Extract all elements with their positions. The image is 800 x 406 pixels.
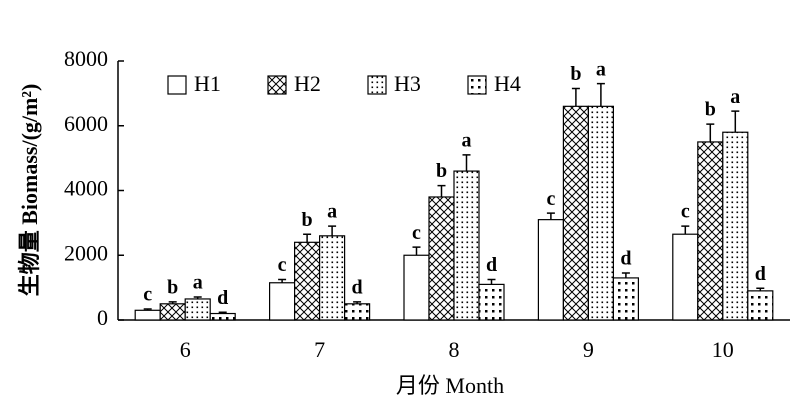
error-bar	[756, 287, 765, 291]
y-tick-label: 2000	[64, 240, 108, 265]
error-bar	[621, 272, 630, 278]
y-axis-title: 生物量 Biomass/(g/m²)	[17, 84, 42, 297]
bar	[403, 254, 430, 321]
bar	[562, 105, 590, 321]
significance-label: c	[412, 222, 421, 244]
error-bar	[546, 212, 555, 220]
significance-label: c	[143, 284, 152, 306]
bar	[428, 196, 455, 321]
x-tick-label: 7	[314, 337, 325, 362]
legend-label: H3	[394, 71, 421, 96]
error-bar	[462, 154, 471, 172]
error-bar	[706, 123, 715, 142]
significance-label: d	[217, 287, 228, 309]
bar	[269, 282, 296, 321]
bar	[537, 219, 565, 321]
x-tick-label: 8	[449, 337, 460, 362]
bar	[294, 241, 321, 321]
significance-label: a	[193, 272, 203, 294]
x-tick-label: 9	[583, 337, 594, 362]
bar	[134, 309, 161, 321]
bar	[747, 290, 774, 321]
significance-label: d	[755, 263, 766, 285]
significance-label: a	[327, 201, 337, 223]
legend-label: H4	[494, 71, 521, 96]
error-bar	[303, 233, 312, 243]
error-bar	[412, 246, 421, 256]
significance-label: b	[570, 63, 581, 85]
x-axis-title: 月份 Month	[396, 373, 504, 398]
bar	[722, 131, 749, 321]
bar	[319, 235, 346, 321]
error-bar	[168, 301, 177, 304]
significance-label: c	[278, 254, 287, 276]
bar	[184, 298, 211, 321]
legend-swatch	[467, 75, 487, 95]
error-bar	[143, 308, 152, 311]
significance-label: a	[596, 58, 606, 80]
significance-label: a	[462, 129, 472, 151]
y-tick-label: 8000	[64, 46, 108, 71]
significance-label: b	[705, 99, 716, 121]
legend-label: H1	[194, 71, 221, 96]
bar	[612, 277, 640, 321]
legend-swatch	[267, 75, 287, 95]
x-tick-label: 6	[180, 337, 191, 362]
legend-swatch	[167, 75, 187, 95]
error-bar	[278, 278, 287, 283]
error-bar	[437, 184, 446, 197]
bar	[453, 170, 480, 321]
bar	[159, 303, 186, 321]
error-bar	[353, 301, 362, 304]
bar	[344, 303, 371, 321]
significance-label: b	[302, 209, 313, 231]
bar	[697, 141, 724, 321]
y-tick-label: 6000	[64, 111, 108, 136]
x-tick-label: 10	[712, 337, 734, 362]
y-tick-label: 4000	[64, 176, 108, 201]
error-bar	[328, 225, 337, 236]
significance-label: d	[486, 254, 497, 276]
error-bar	[571, 87, 580, 107]
significance-label: b	[436, 160, 447, 182]
significance-label: c	[681, 201, 690, 223]
error-bar	[487, 278, 496, 285]
error-bar	[681, 225, 690, 235]
legend-swatch	[367, 75, 387, 95]
y-tick-label: 0	[97, 305, 108, 330]
significance-label: d	[352, 276, 363, 298]
bar	[209, 312, 236, 321]
legend-label: H2	[294, 71, 321, 96]
significance-label: c	[546, 188, 555, 210]
significance-label: d	[620, 248, 631, 270]
bar	[587, 105, 615, 321]
error-bar	[218, 311, 227, 314]
bar	[478, 283, 505, 321]
error-bar	[596, 82, 605, 107]
significance-label: a	[730, 86, 740, 108]
error-bar	[193, 296, 202, 299]
error-bar	[731, 110, 740, 133]
bar	[672, 233, 699, 321]
significance-label: b	[167, 276, 178, 298]
